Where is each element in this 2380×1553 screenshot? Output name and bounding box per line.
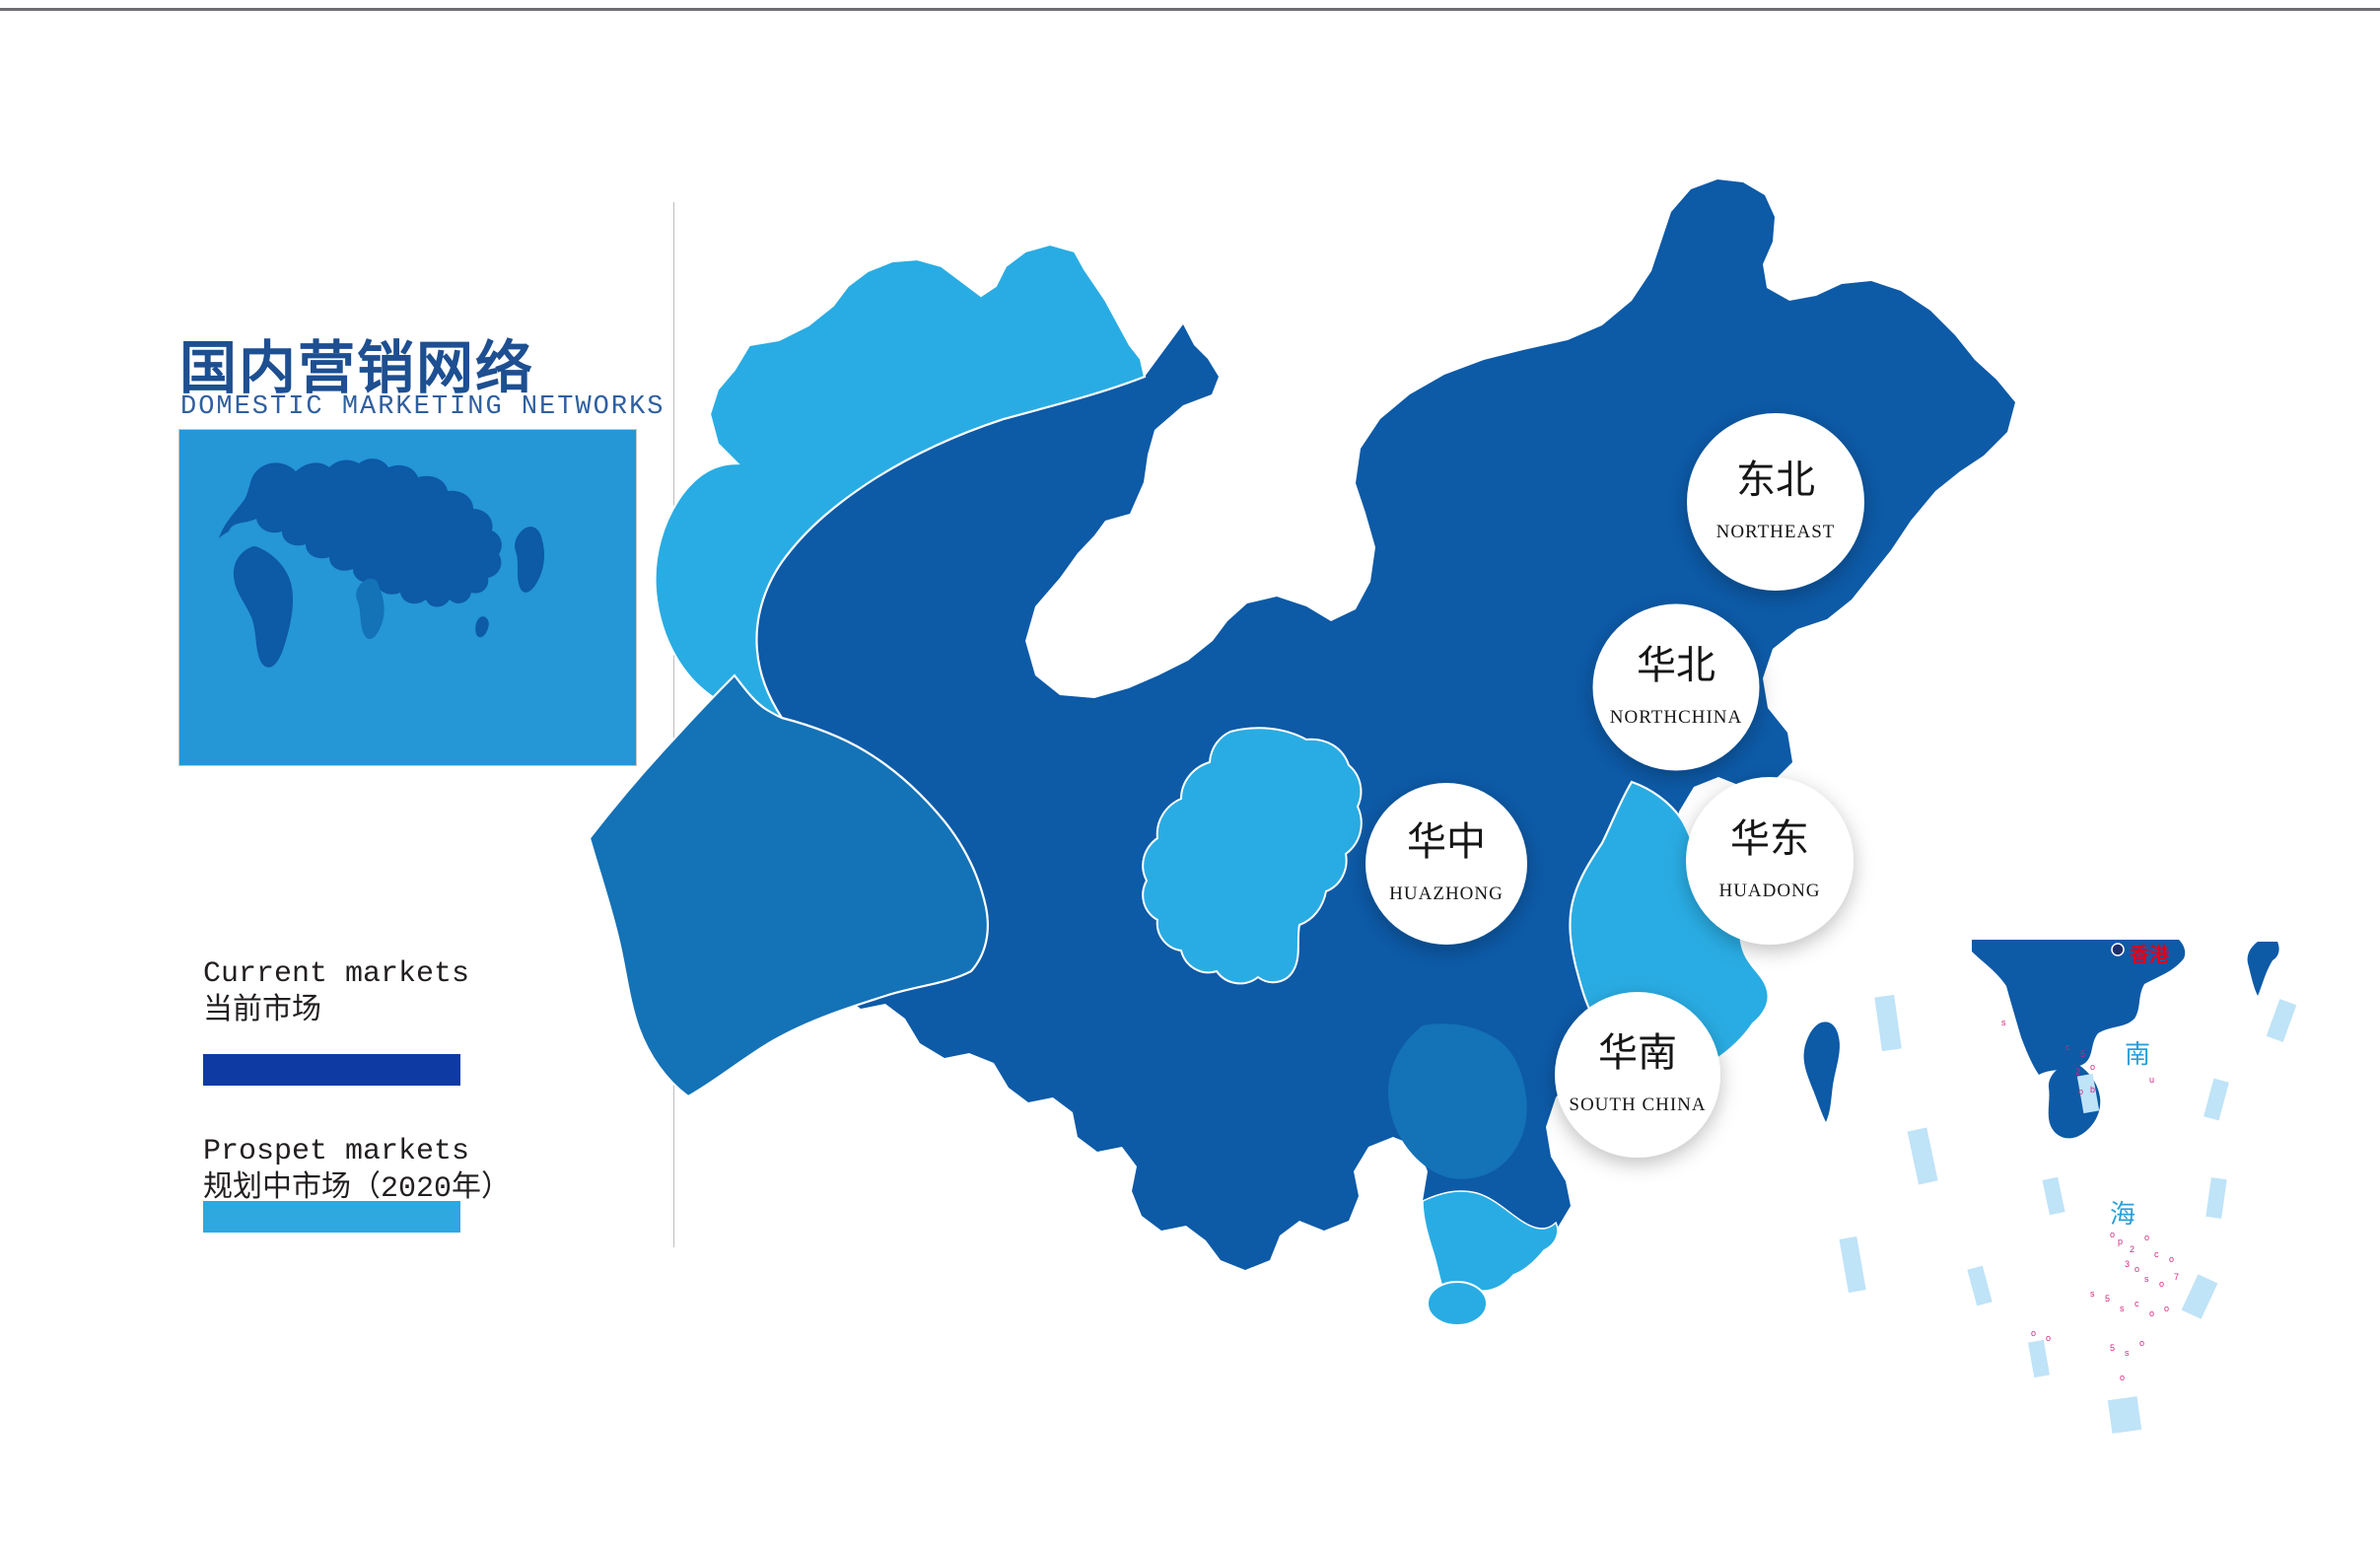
svg-text:华南: 华南	[1598, 1030, 1677, 1075]
svg-text:SOUTH CHINA: SOUTH CHINA	[1569, 1094, 1706, 1115]
svg-text:o: o	[2164, 1304, 2169, 1313]
svg-text:u: u	[2149, 1075, 2154, 1085]
svg-text:5: 5	[2110, 1343, 2115, 1353]
svg-text:东北: 东北	[1736, 458, 1815, 502]
svg-text:华北: 华北	[1637, 643, 1715, 687]
svg-text:b: b	[2090, 1085, 2095, 1094]
svg-text:7: 7	[2174, 1272, 2179, 1282]
svg-text:HUADONG: HUADONG	[1718, 881, 1820, 901]
svg-text:5: 5	[2080, 1049, 2085, 1059]
svg-text:o: o	[2090, 1062, 2095, 1072]
svg-text:s: s	[2120, 1304, 2125, 1313]
svg-text:c: c	[2065, 1042, 2070, 1052]
svg-text:o: o	[2144, 1233, 2149, 1242]
svg-text:海: 海	[2110, 1200, 2135, 1229]
svg-text:o: o	[2031, 1328, 2036, 1338]
svg-text:南: 南	[2125, 1040, 2150, 1069]
svg-text:o: o	[2139, 1338, 2144, 1348]
svg-text:c: c	[2135, 1299, 2139, 1308]
svg-text:o: o	[2046, 1333, 2051, 1343]
svg-text:s: s	[2125, 1348, 2130, 1358]
svg-text:p: p	[2118, 1236, 2123, 1246]
svg-text:2: 2	[2130, 1244, 2135, 1254]
svg-text:2: 2	[2075, 1067, 2080, 1077]
svg-text:香港: 香港	[2130, 943, 2170, 966]
svg-text:c: c	[2154, 1249, 2159, 1259]
svg-text:o: o	[2149, 1308, 2154, 1318]
svg-text:o: o	[2110, 1230, 2115, 1239]
svg-text:5: 5	[2105, 1294, 2110, 1304]
svg-text:s: s	[2001, 1018, 2006, 1027]
svg-text:华中: 华中	[1407, 819, 1486, 864]
svg-text:NORTHEAST: NORTHEAST	[1716, 522, 1836, 542]
svg-text:华东: 华东	[1730, 816, 1809, 861]
svg-text:NORTHCHINA: NORTHCHINA	[1610, 707, 1742, 728]
svg-text:3: 3	[2125, 1259, 2130, 1269]
svg-text:o: o	[2120, 1373, 2125, 1382]
svg-text:HUAZHONG: HUAZHONG	[1389, 883, 1504, 904]
svg-text:o: o	[2159, 1279, 2164, 1289]
svg-text:o: o	[2078, 1087, 2083, 1096]
svg-text:s: s	[2090, 1289, 2095, 1299]
svg-text:o: o	[2169, 1254, 2174, 1264]
svg-text:s: s	[2144, 1274, 2149, 1284]
svg-text:o: o	[2135, 1264, 2139, 1274]
